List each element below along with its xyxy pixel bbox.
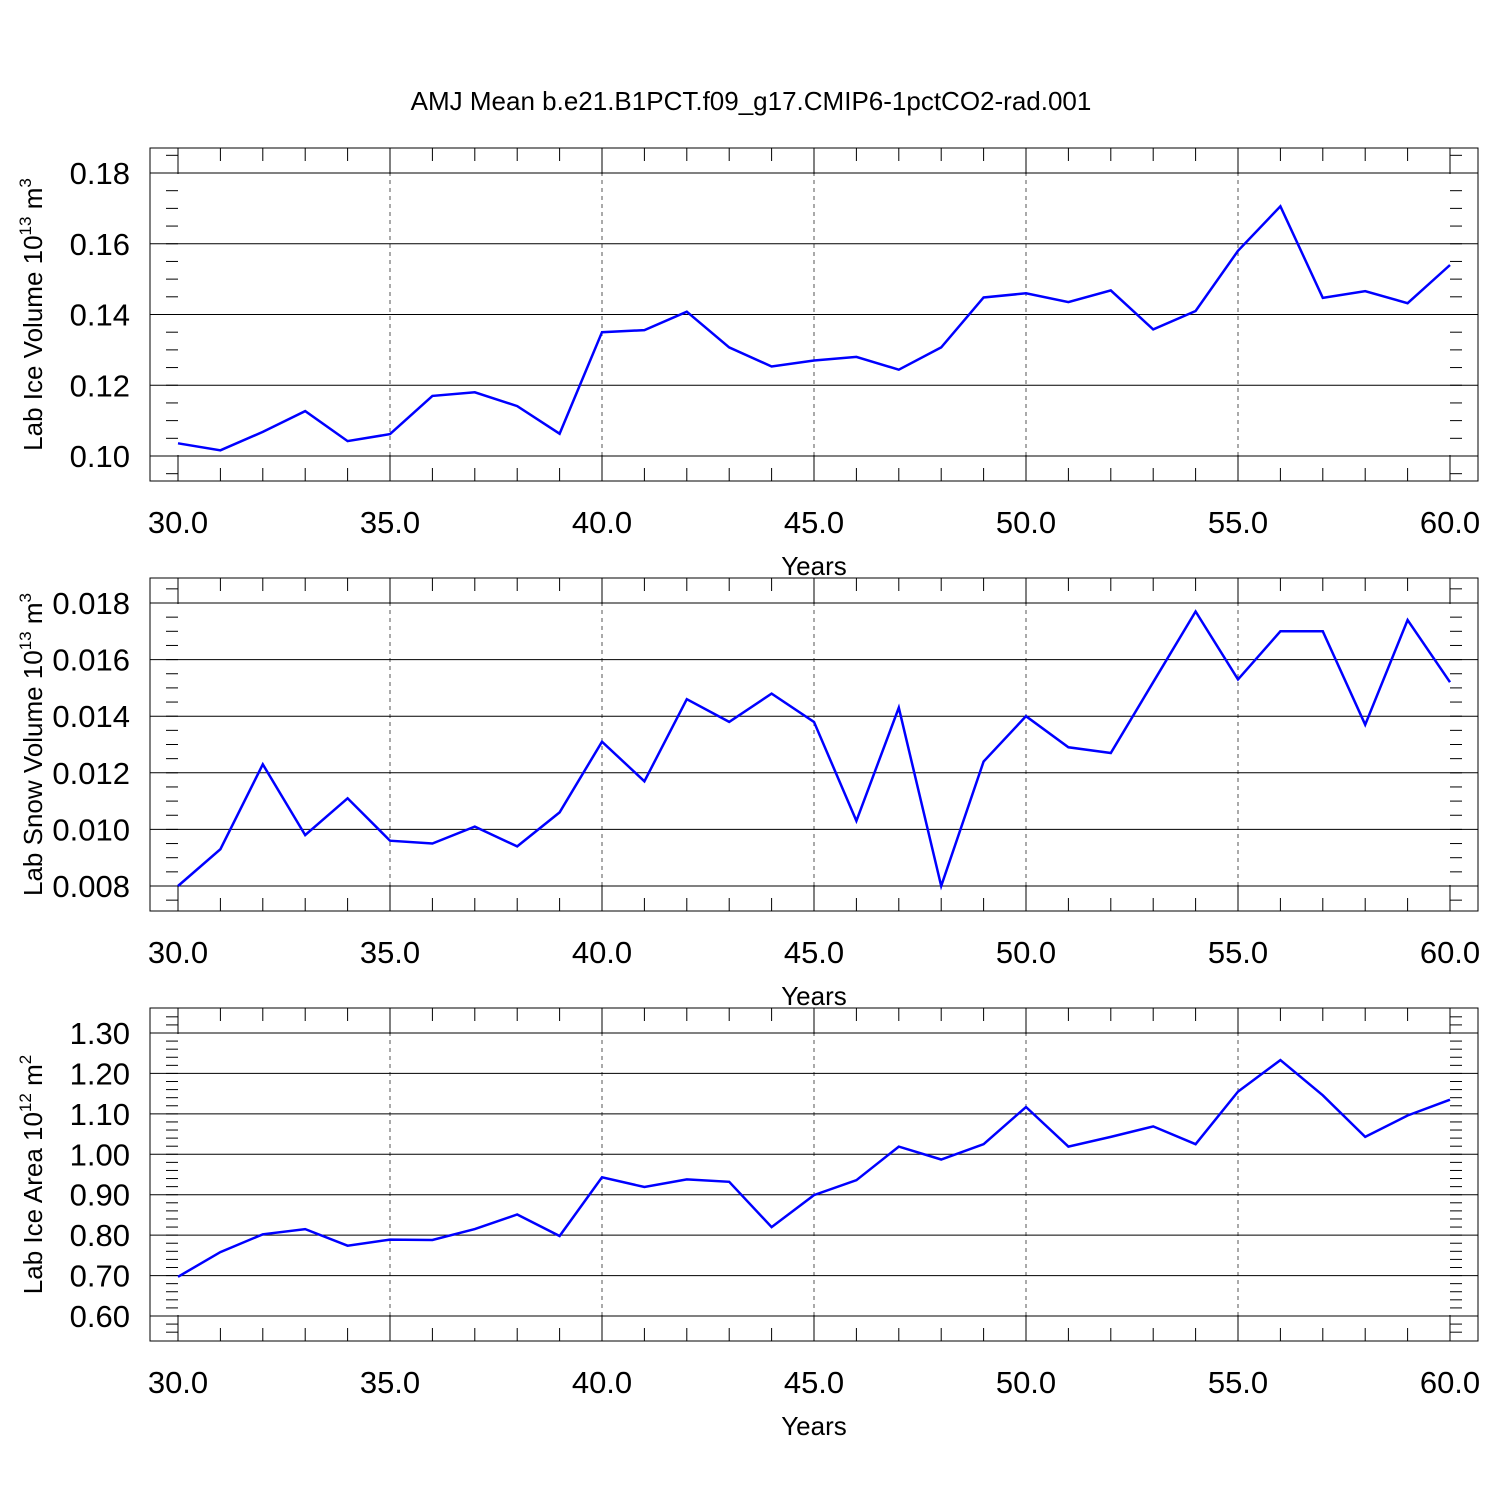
y-tick-label: 0.10 [70, 439, 130, 474]
y-tick-label: 0.010 [52, 812, 130, 847]
x-tick-label: 60.0 [1420, 935, 1480, 970]
y-tick-label: 0.012 [52, 756, 130, 791]
y-tick-label: 0.16 [70, 227, 130, 262]
y-tick-label: 1.10 [70, 1097, 130, 1132]
x-tick-label: 45.0 [784, 935, 844, 970]
x-tick-label: 55.0 [1208, 1365, 1268, 1400]
x-tick-label: 50.0 [996, 935, 1056, 970]
y-tick-label: 0.90 [70, 1178, 130, 1213]
x-axis-label: Years [781, 551, 847, 581]
y-tick-label: 0.70 [70, 1259, 130, 1294]
y-tick-label: 0.018 [52, 586, 130, 621]
x-tick-label: 40.0 [572, 1365, 632, 1400]
panel-2: 0.008 0.010 0.012 0.014 0.016 0.018 30.0 35.0 40… [16, 577, 1480, 1011]
x-tick-label: 40.0 [572, 505, 632, 540]
x-tick-label: 30.0 [148, 1365, 208, 1400]
y-tick-label: 0.80 [70, 1218, 130, 1253]
x-tick-label: 45.0 [784, 505, 844, 540]
chart-panels: 0.10 0.12 0.14 0.16 0.18 30.0 35.0 40.0 45.0 50.0… [16, 147, 1480, 1441]
y-tick-label: 0.60 [70, 1299, 130, 1334]
x-tick-label: 40.0 [572, 935, 632, 970]
y-tick-label: 0.014 [52, 699, 130, 734]
y-tick-label: 1.00 [70, 1137, 130, 1172]
chart-title: AMJ Mean b.e21.B1PCT.f09_g17.CMIP6-1pctC… [411, 86, 1092, 116]
x-tick-label: 60.0 [1420, 1365, 1480, 1400]
x-tick-label: 60.0 [1420, 505, 1480, 540]
x-tick-label: 30.0 [148, 505, 208, 540]
x-tick-label: 35.0 [360, 505, 420, 540]
panel-3: 0.60 0.70 0.80 0.90 1.00 1.10 1.20 1.30 30.0 35.0… [16, 1007, 1480, 1441]
y-tick-label: 1.20 [70, 1056, 130, 1091]
x-tick-label: 30.0 [148, 935, 208, 970]
x-axis-label: Years [781, 1411, 847, 1441]
x-tick-label: 35.0 [360, 1365, 420, 1400]
y-tick-label: 0.016 [52, 643, 130, 678]
y-tick-label: 0.008 [52, 869, 130, 904]
x-axis-label: Years [781, 981, 847, 1011]
x-tick-label: 50.0 [996, 1365, 1056, 1400]
y-tick-label: 0.18 [70, 156, 130, 191]
y-axis-label: Lab Ice Area 1012 m2 [16, 1055, 48, 1294]
x-tick-label: 35.0 [360, 935, 420, 970]
x-tick-label: 50.0 [996, 505, 1056, 540]
y-tick-label: 0.14 [70, 298, 130, 333]
y-axis-label: Lab Snow Volume 1013 m3 [16, 593, 48, 896]
x-tick-label: 55.0 [1208, 505, 1268, 540]
y-tick-label: 1.30 [70, 1016, 130, 1051]
panel-1: 0.10 0.12 0.14 0.16 0.18 30.0 35.0 40.0 45.0 50.0… [16, 147, 1480, 581]
y-tick-label: 0.12 [70, 368, 130, 403]
series-line [177, 1058, 1451, 1278]
y-axis-label: Lab Ice Volume 1013 m3 [16, 178, 48, 451]
series-line [177, 609, 1452, 891]
x-tick-label: 55.0 [1208, 935, 1268, 970]
x-tick-label: 45.0 [784, 1365, 844, 1400]
series-line [177, 204, 1451, 452]
